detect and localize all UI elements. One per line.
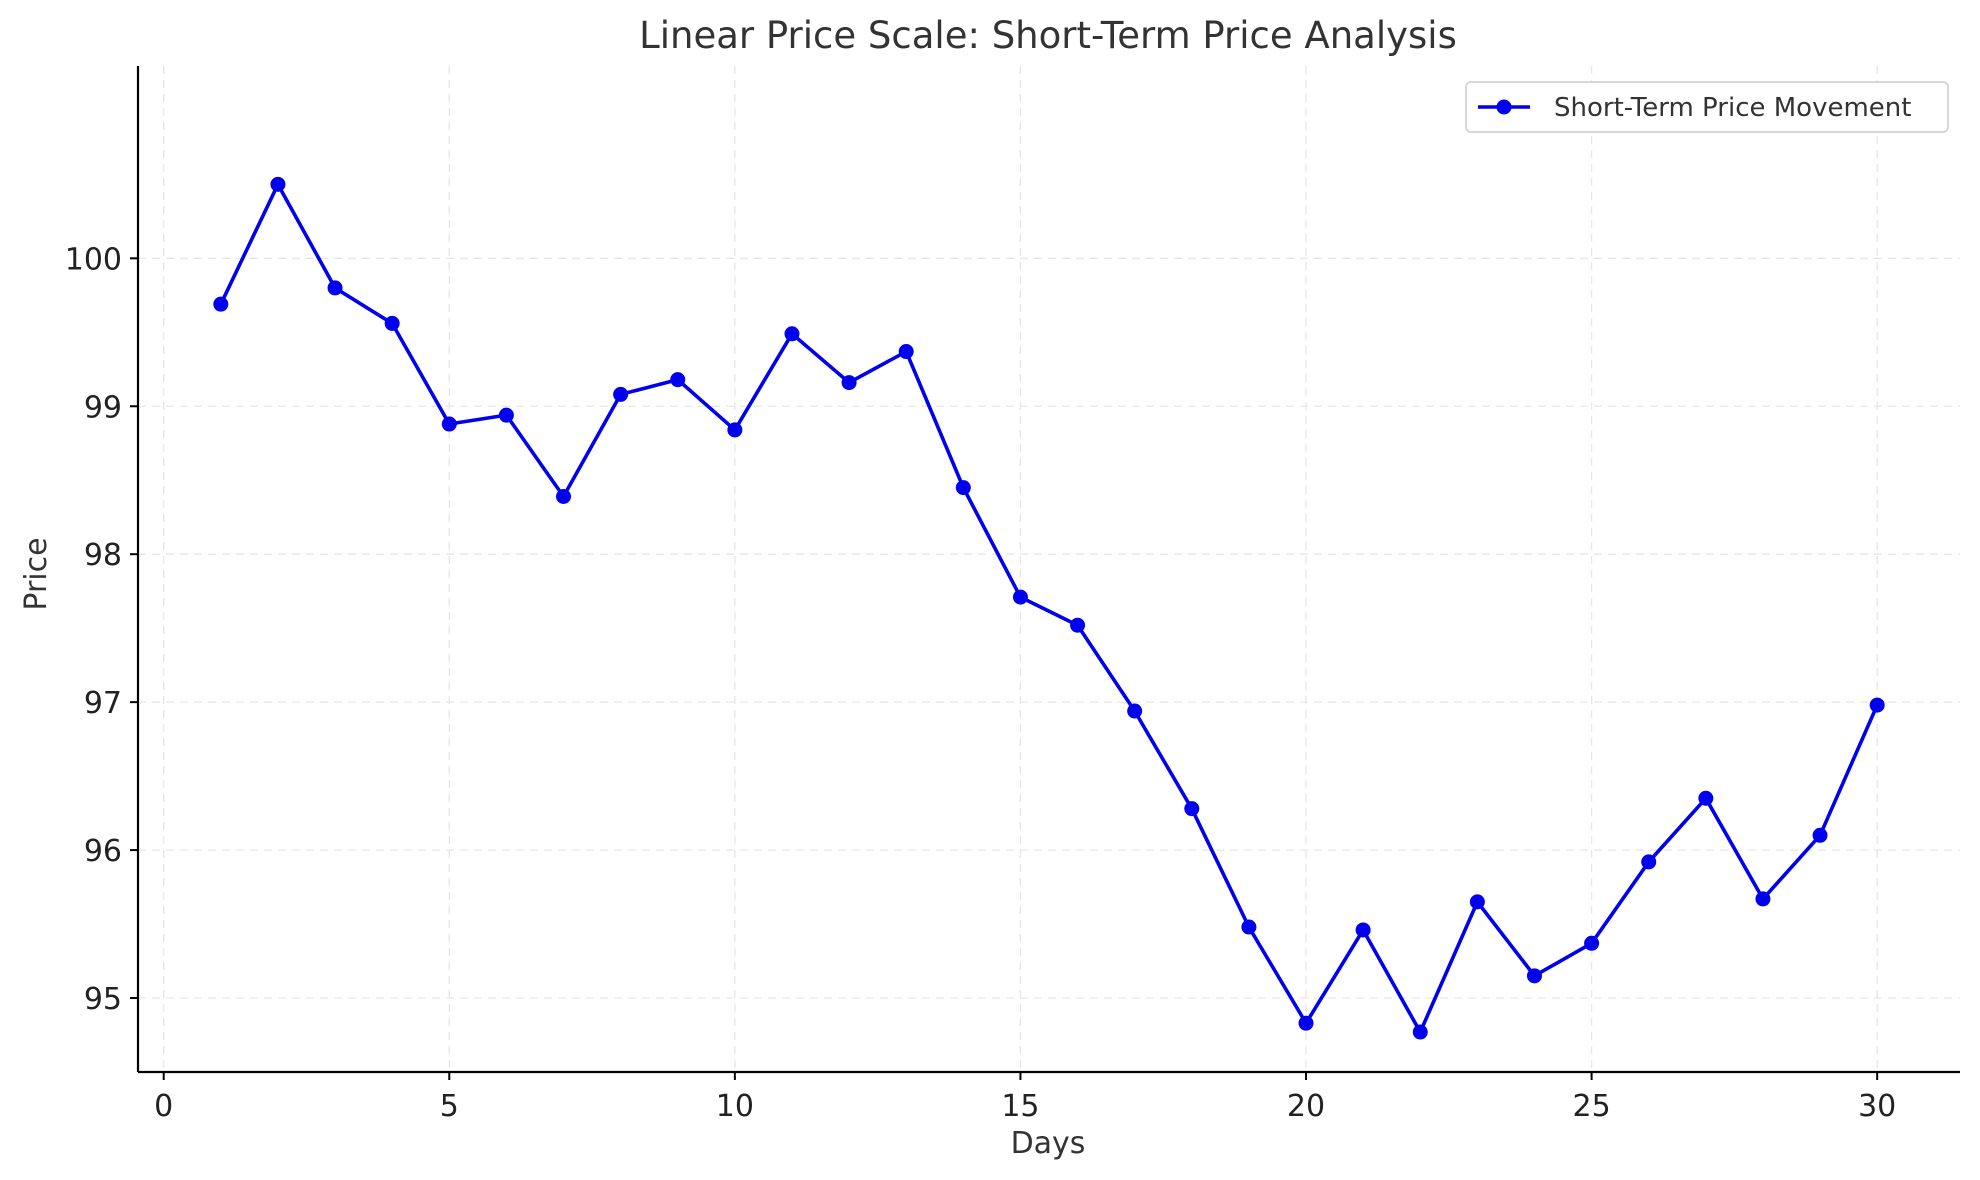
y-tick-label: 97 bbox=[84, 686, 122, 721]
grid-lines bbox=[138, 66, 1960, 1072]
data-point bbox=[384, 315, 400, 331]
data-point bbox=[270, 176, 286, 192]
data-point bbox=[613, 386, 629, 402]
legend-box bbox=[1465, 81, 1949, 133]
x-tick-label: 5 bbox=[440, 1089, 459, 1124]
data-point bbox=[1584, 935, 1600, 951]
data-point bbox=[1469, 894, 1485, 910]
tick-labels: 0 5 10 15 20 25 30 95 96 97 98 99 100 bbox=[65, 242, 1897, 1124]
legend-marker bbox=[1496, 99, 1512, 115]
x-tick-label: 30 bbox=[1858, 1089, 1896, 1124]
x-tick-label: 20 bbox=[1287, 1089, 1325, 1124]
x-tick-label: 15 bbox=[1001, 1089, 1039, 1124]
x-axis-label: Days bbox=[1011, 1126, 1086, 1161]
data-point bbox=[1641, 854, 1657, 870]
data-point bbox=[841, 375, 857, 391]
y-tick-label: 100 bbox=[65, 242, 122, 277]
data-point bbox=[784, 326, 800, 342]
data-point bbox=[1012, 589, 1028, 605]
x-tick-label: 10 bbox=[716, 1089, 754, 1124]
data-point bbox=[1070, 617, 1086, 633]
y-tick-label: 99 bbox=[84, 390, 122, 425]
axes bbox=[136, 66, 1960, 1074]
data-point bbox=[441, 416, 457, 432]
data-point bbox=[898, 344, 914, 360]
data-point bbox=[1698, 790, 1714, 806]
y-tick-label: 98 bbox=[84, 538, 122, 573]
y-axis-label: Price bbox=[19, 537, 54, 610]
data-point bbox=[213, 296, 229, 312]
data-point bbox=[1241, 919, 1257, 935]
legend: Short-Term Price Movement bbox=[1465, 81, 1949, 133]
data-point bbox=[1298, 1015, 1314, 1031]
data-point bbox=[1869, 697, 1885, 713]
data-point bbox=[556, 489, 572, 505]
data-point bbox=[1127, 703, 1143, 719]
x-tick-label: 25 bbox=[1573, 1089, 1611, 1124]
data-point bbox=[1184, 801, 1200, 817]
series-line bbox=[219, 182, 1879, 1034]
data-point bbox=[327, 280, 343, 296]
data-point bbox=[1755, 891, 1771, 907]
y-tick-label: 96 bbox=[84, 834, 122, 869]
y-tick-label: 95 bbox=[84, 982, 122, 1017]
data-point bbox=[1526, 968, 1542, 984]
data-point bbox=[1355, 922, 1371, 938]
series-lines bbox=[213, 176, 1885, 1040]
data-point bbox=[1412, 1024, 1428, 1040]
x-tick-label: 0 bbox=[154, 1089, 173, 1124]
legend-label: Short-Term Price Movement bbox=[1554, 93, 1911, 123]
data-point bbox=[727, 422, 743, 438]
chart-title: Linear Price Scale: Short-Term Price Ana… bbox=[639, 14, 1457, 57]
data-point bbox=[670, 372, 686, 388]
data-point bbox=[955, 480, 971, 496]
data-point bbox=[498, 407, 514, 423]
data-point bbox=[1812, 827, 1828, 843]
